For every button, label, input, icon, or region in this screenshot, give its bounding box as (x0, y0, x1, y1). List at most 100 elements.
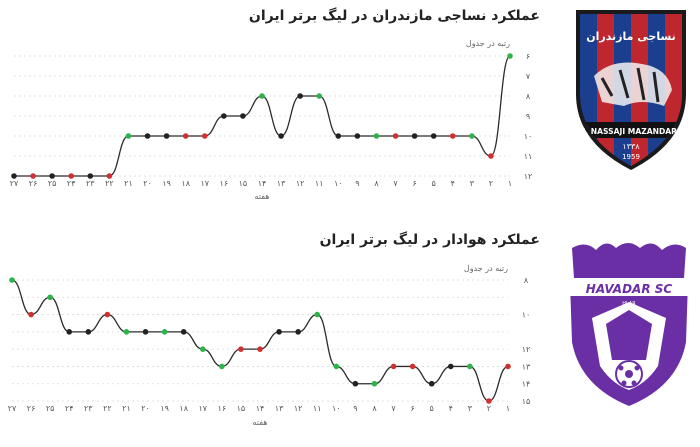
data-point (314, 311, 321, 318)
x-tick-label: ۱۰ (334, 179, 343, 188)
x-tick-label: ۱۲ (296, 179, 305, 188)
x-tick-label: ۲۴ (67, 179, 76, 188)
data-point (257, 346, 263, 352)
x-tick-label: ۱۳ (275, 404, 284, 413)
data-point (87, 173, 94, 179)
x-tick-label: ۴ (449, 404, 453, 413)
x-tick-label: ۱۶ (218, 404, 227, 413)
data-point (66, 329, 73, 335)
data-point (182, 133, 189, 139)
data-point (371, 380, 378, 387)
data-point (240, 113, 246, 119)
nassaji-logo-year: 1959 (622, 153, 640, 161)
x-tick-label: ۱۵ (237, 404, 246, 413)
y-tick-label: ۱۰ (522, 311, 531, 320)
x-tick-label: ۶ (412, 179, 416, 188)
havadar-logo-text: HAVADAR SC (586, 282, 673, 296)
x-tick-label: ۱۹ (160, 404, 169, 413)
data-point (104, 311, 111, 318)
data-point (259, 93, 265, 99)
data-point (390, 363, 397, 370)
data-point (297, 93, 303, 99)
data-point (333, 363, 340, 370)
data-point (161, 329, 168, 335)
y-tick-label: ۱۱ (524, 152, 533, 161)
data-point (123, 329, 130, 335)
data-point (447, 363, 454, 370)
nassaji-logo-fa-text: نساجی مازندران (586, 30, 676, 43)
y-tick-label: ۱۲ (522, 345, 531, 354)
data-point (392, 133, 399, 139)
y-tick-label: ۱۲ (524, 172, 533, 181)
x-tick-label: ۸ (372, 404, 377, 413)
x-tick-label: ۲ (487, 404, 491, 413)
x-axis-label: هفته (255, 192, 270, 201)
x-tick-label: ۱۹ (162, 179, 171, 188)
x-tick-label: ۷ (393, 179, 398, 188)
data-point (199, 346, 206, 352)
chart-title-havadar: عملکرد هوادار در لیگ برتر ایران (319, 232, 540, 248)
x-tick-label: ۱۷ (200, 179, 209, 188)
x-tick-label: ۵ (432, 179, 436, 188)
x-tick-label: ۱۸ (181, 179, 190, 188)
nassaji-logo: نساجی مازندران F.C. NASSAJI MAZANDARAN ۱… (573, 10, 689, 170)
x-tick-label: ۱۱ (313, 404, 322, 413)
x-tick-label: ۲۲ (103, 404, 112, 413)
data-point (467, 363, 473, 370)
data-point (428, 380, 435, 387)
data-point (295, 329, 301, 335)
data-point (163, 133, 170, 139)
data-point (11, 173, 17, 179)
y-tick-label: ۹ (526, 112, 530, 121)
x-tick-label: ۲۳ (86, 179, 95, 188)
data-point (180, 329, 187, 335)
data-point (144, 133, 151, 139)
data-point (49, 173, 55, 179)
x-tick-label: ۲۱ (122, 404, 131, 413)
data-point (221, 113, 227, 119)
x-tick-label: ۱ (506, 404, 510, 413)
data-point (488, 153, 494, 159)
x-tick-label: ۲۷ (8, 404, 17, 413)
x-tick-label: ۱۱ (315, 179, 324, 188)
x-tick-label: ۱ (508, 179, 512, 188)
havadar-logo-fa-text: هوادار (605, 248, 652, 266)
x-tick-label: ۹ (355, 179, 359, 188)
data-point (30, 173, 36, 179)
data-point (430, 133, 437, 139)
data-point (106, 173, 113, 179)
x-tick-label: ۱۴ (256, 404, 265, 413)
data-point (28, 311, 34, 318)
x-tick-label: ۲۳ (84, 404, 93, 413)
data-point (68, 173, 75, 179)
x-tick-label: ۹ (353, 404, 357, 413)
y-tick-label: ۷ (526, 72, 531, 81)
x-tick-label: ۸ (374, 179, 379, 188)
data-point (505, 363, 511, 370)
y-tick-label: ۱۰ (524, 132, 533, 141)
x-axis-label: هفته (253, 418, 268, 427)
x-tick-label: ۶ (410, 404, 414, 413)
x-tick-label: ۵ (430, 404, 434, 413)
x-tick-label: ۲۲ (105, 179, 114, 188)
x-tick-label: ۲۱ (124, 179, 133, 188)
data-point (507, 53, 513, 59)
y-axis-label: رتبه در جدول (464, 264, 508, 273)
x-tick-label: ۱۳ (277, 179, 286, 188)
x-tick-label: ۳ (468, 404, 473, 413)
x-tick-label: ۷ (391, 404, 396, 413)
y-tick-label: ۱۵ (522, 397, 531, 406)
x-tick-label: ۲۷ (10, 179, 19, 188)
havadar-logo: هوادار HAVADAR SC HLAR (570, 243, 688, 406)
x-tick-label: ۴ (451, 179, 455, 188)
x-tick-label: ۱۵ (239, 179, 248, 188)
x-tick-label: ۱۰ (332, 404, 341, 413)
data-point (238, 346, 244, 352)
y-axis-label: رتبه در جدول (466, 39, 510, 48)
data-point (354, 133, 361, 139)
data-point (85, 329, 92, 335)
x-tick-label: ۲۰ (143, 179, 152, 188)
y-tick-label: ۸ (526, 92, 531, 101)
